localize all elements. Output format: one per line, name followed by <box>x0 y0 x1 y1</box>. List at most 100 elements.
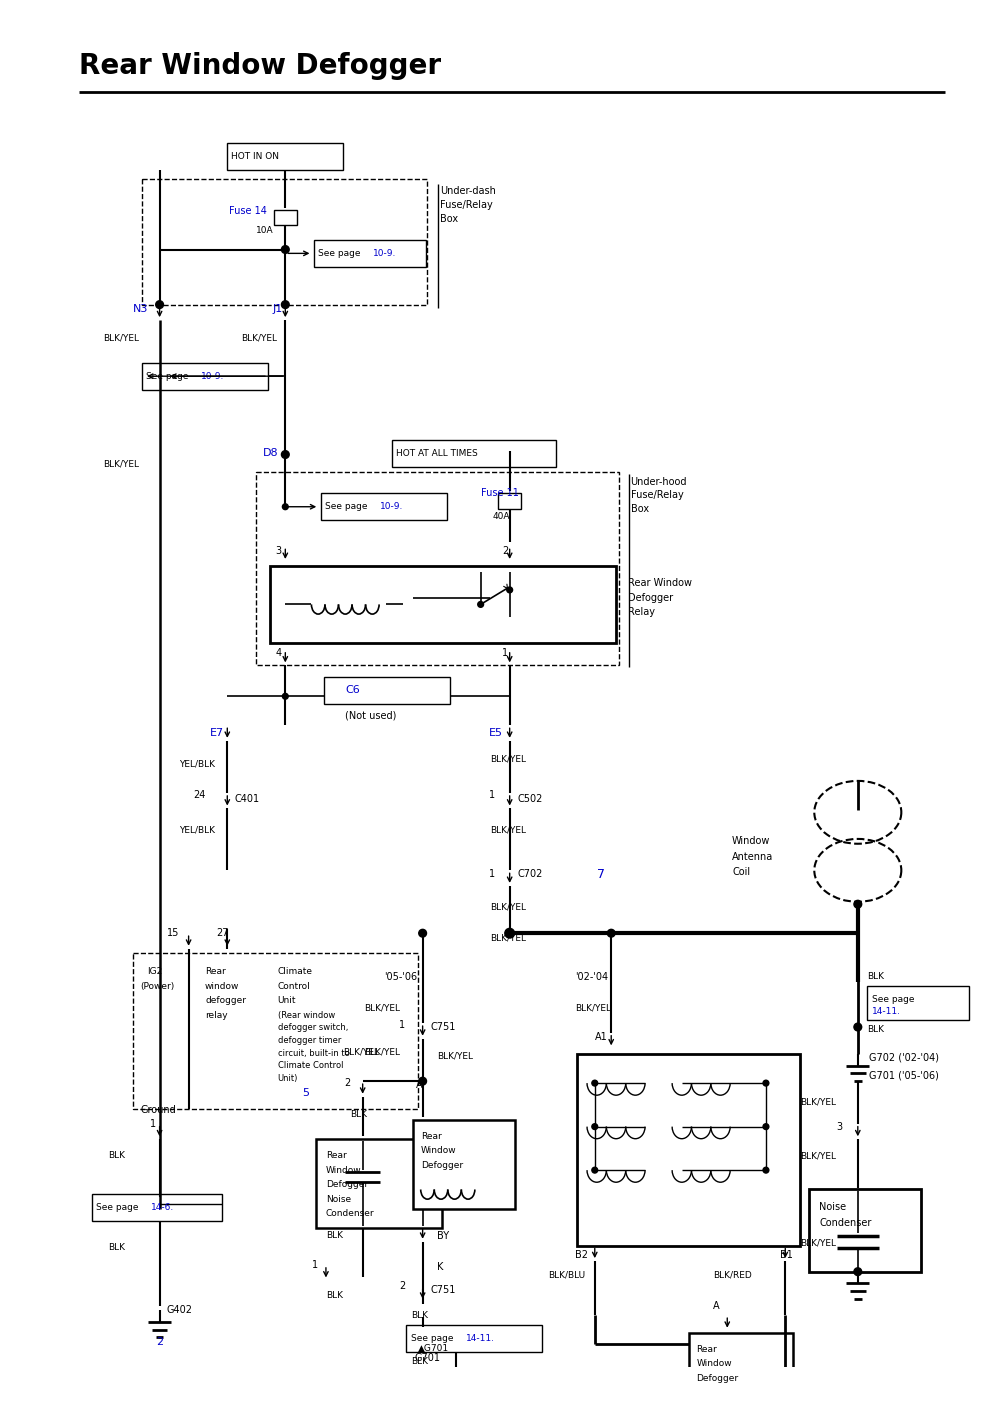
Circle shape <box>281 246 289 253</box>
Text: 4: 4 <box>276 648 282 658</box>
Text: 5: 5 <box>302 1087 309 1097</box>
Circle shape <box>282 693 288 699</box>
Text: See page: See page <box>872 995 915 1004</box>
Text: See page: See page <box>318 249 364 257</box>
Text: Window: Window <box>326 1165 362 1175</box>
Bar <box>227 143 343 170</box>
Text: YEL/BLK: YEL/BLK <box>179 759 215 768</box>
Text: BLK: BLK <box>108 1151 125 1159</box>
Text: HOT AT ALL TIMES: HOT AT ALL TIMES <box>396 450 477 458</box>
Text: IG2: IG2 <box>147 967 162 977</box>
Text: 2: 2 <box>399 1281 405 1291</box>
Text: Antenna: Antenna <box>732 851 773 861</box>
Text: 1: 1 <box>489 790 495 800</box>
Text: defogger timer: defogger timer <box>278 1036 341 1045</box>
Text: C751: C751 <box>430 1022 456 1032</box>
Text: BLK: BLK <box>867 973 884 981</box>
Text: (Rear window: (Rear window <box>278 1011 335 1019</box>
Bar <box>577 1053 800 1246</box>
Text: Climate: Climate <box>278 967 313 977</box>
Text: BLK/RED: BLK/RED <box>713 1270 752 1280</box>
Text: circuit, built-in to: circuit, built-in to <box>278 1049 349 1058</box>
Text: Under-dash: Under-dash <box>440 187 496 197</box>
Text: 10A: 10A <box>256 226 274 235</box>
Text: relay: relay <box>205 1011 228 1019</box>
Text: BLK: BLK <box>867 1025 884 1035</box>
Bar <box>274 209 297 225</box>
Text: 14-6.: 14-6. <box>151 1203 174 1212</box>
Text: See page: See page <box>96 1203 141 1212</box>
Text: A: A <box>713 1301 719 1311</box>
Circle shape <box>854 1024 862 1031</box>
Text: Unit): Unit) <box>278 1073 298 1083</box>
Circle shape <box>419 1077 427 1085</box>
Circle shape <box>607 929 615 937</box>
Text: N3: N3 <box>133 304 148 314</box>
Text: BLK/YEL: BLK/YEL <box>343 1048 379 1056</box>
Text: 7: 7 <box>597 868 605 881</box>
Text: BLK/YEL: BLK/YEL <box>365 1003 401 1012</box>
Text: Defogger: Defogger <box>326 1181 368 1189</box>
Text: 3: 3 <box>276 546 282 556</box>
Text: Window: Window <box>696 1359 732 1369</box>
Circle shape <box>854 1268 862 1275</box>
Text: 1: 1 <box>502 648 508 658</box>
Text: 15: 15 <box>167 928 179 939</box>
Text: (Not used): (Not used) <box>345 711 397 721</box>
Text: Rear Window: Rear Window <box>628 578 692 588</box>
Text: E5: E5 <box>488 728 502 738</box>
Text: See page: See page <box>411 1333 456 1343</box>
Text: G702 ('02-'04): G702 ('02-'04) <box>869 1053 939 1063</box>
Text: Rear: Rear <box>326 1151 347 1159</box>
Text: Fuse/Relay: Fuse/Relay <box>631 491 683 501</box>
Text: BLK/YEL: BLK/YEL <box>490 902 526 912</box>
Circle shape <box>505 929 515 937</box>
Circle shape <box>282 503 288 509</box>
Text: C6: C6 <box>345 686 360 696</box>
Text: 10-9.: 10-9. <box>380 502 403 512</box>
Text: G701: G701 <box>415 1353 441 1363</box>
Circle shape <box>281 451 289 458</box>
Text: window: window <box>205 981 239 991</box>
Bar <box>270 566 616 643</box>
Text: BY: BY <box>437 1232 449 1241</box>
Text: BLK: BLK <box>411 1357 428 1366</box>
Bar <box>316 1140 442 1229</box>
Text: YEL/BLK: YEL/BLK <box>179 826 215 834</box>
Circle shape <box>419 929 427 937</box>
Text: See page: See page <box>325 502 370 512</box>
Text: (Power): (Power) <box>140 981 175 991</box>
Text: C401: C401 <box>234 793 259 803</box>
Text: J1: J1 <box>273 304 283 314</box>
Text: defogger: defogger <box>205 997 246 1005</box>
Text: Rear: Rear <box>696 1345 717 1353</box>
Text: B1: B1 <box>780 1250 793 1260</box>
Text: BLK/YEL: BLK/YEL <box>437 1052 473 1060</box>
Text: 1: 1 <box>489 870 495 880</box>
Text: '05-'06: '05-'06 <box>384 971 417 981</box>
Text: 14-11.: 14-11. <box>466 1333 495 1343</box>
Text: 2: 2 <box>502 546 508 556</box>
Circle shape <box>592 1080 598 1086</box>
Bar <box>321 493 447 520</box>
Text: Fuse 14: Fuse 14 <box>229 206 267 216</box>
Circle shape <box>763 1124 769 1130</box>
Bar <box>133 953 418 1109</box>
Text: Under-hood: Under-hood <box>631 477 687 486</box>
Text: 14-11.: 14-11. <box>872 1007 901 1017</box>
Bar <box>809 1189 921 1271</box>
Text: BLK: BLK <box>411 1311 428 1319</box>
Text: BLK/YEL: BLK/YEL <box>800 1151 836 1159</box>
Bar <box>324 677 450 704</box>
Text: Box: Box <box>631 503 649 513</box>
Text: 3: 3 <box>836 1121 842 1131</box>
Text: A1: A1 <box>595 1032 608 1042</box>
Text: D8: D8 <box>263 448 279 458</box>
Text: HOT IN ON: HOT IN ON <box>231 153 279 161</box>
Text: B2: B2 <box>575 1250 588 1260</box>
Circle shape <box>507 587 513 592</box>
Circle shape <box>281 301 289 308</box>
Text: Noise: Noise <box>819 1202 846 1212</box>
Text: C702: C702 <box>517 870 543 880</box>
Text: 27: 27 <box>217 928 229 939</box>
